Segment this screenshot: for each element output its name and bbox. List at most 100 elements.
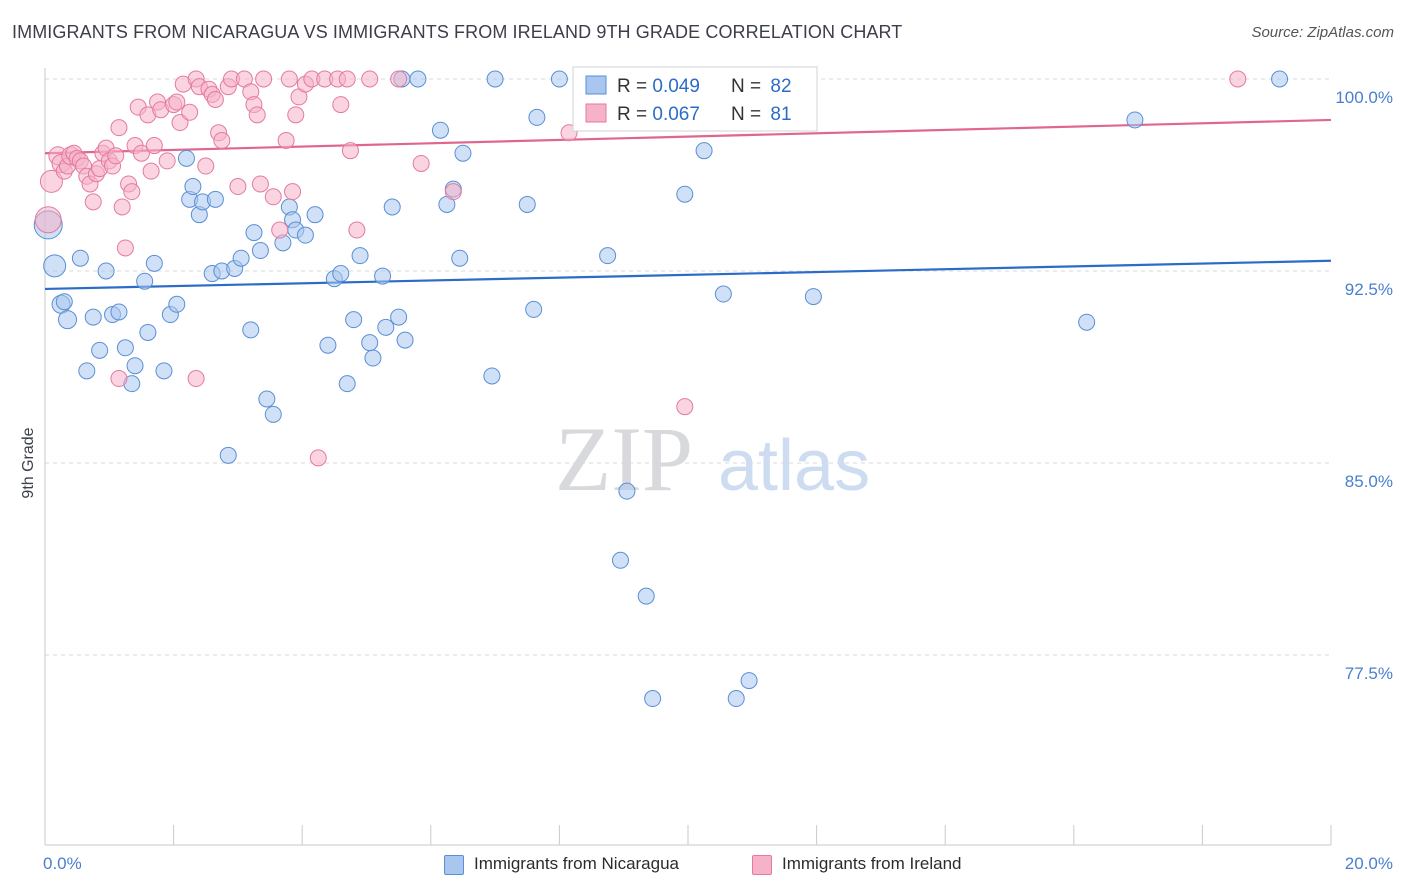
point-nicaragua-63 [483, 367, 501, 385]
point-nicaragua-68 [550, 70, 568, 88]
point-nicaragua-77 [727, 690, 745, 708]
stats-r-label-1: R = [617, 76, 652, 97]
point-ireland-78 [187, 370, 205, 388]
svg-text:R = 0.067: R = 0.067 [617, 104, 700, 125]
point-nicaragua-8 [91, 341, 109, 359]
point-ireland-0 [34, 206, 62, 234]
stats-n-label-1: N = [731, 76, 766, 97]
point-ireland-56 [255, 70, 273, 88]
point-nicaragua-74 [676, 185, 694, 203]
chart-title: IMMIGRANTS FROM NICARAGUA VS IMMIGRANTS … [12, 22, 903, 42]
point-nicaragua-62 [454, 144, 472, 162]
source-label: Source: ZipAtlas.com [1251, 24, 1394, 41]
point-nicaragua-6 [78, 362, 96, 380]
point-nicaragua-34 [251, 242, 269, 260]
stats-n-value-1: 82 [770, 76, 791, 97]
point-ireland-31 [145, 137, 163, 155]
point-nicaragua-17 [145, 254, 163, 272]
point-ireland-39 [181, 103, 199, 121]
point-nicaragua-76 [714, 285, 732, 303]
point-nicaragua-70 [611, 551, 629, 569]
point-nicaragua-52 [377, 318, 395, 336]
stats-n-value-2: 81 [770, 104, 791, 125]
point-ireland-50 [229, 178, 247, 196]
point-nicaragua-15 [136, 272, 154, 290]
point-nicaragua-18 [155, 362, 173, 380]
point-nicaragua-78 [740, 672, 758, 690]
point-ireland-23 [116, 239, 134, 257]
point-nicaragua-43 [319, 336, 337, 354]
point-nicaragua-69 [599, 247, 617, 265]
data-points [33, 70, 1289, 708]
point-nicaragua-61 [451, 249, 469, 267]
y-tick-label-3: 100.0% [1335, 88, 1393, 107]
point-nicaragua-49 [364, 349, 382, 367]
point-nicaragua-46 [338, 375, 356, 393]
point-nicaragua-75 [695, 142, 713, 160]
point-ireland-75 [444, 183, 462, 201]
y-axis-label: 9th Grade [20, 427, 37, 498]
point-ireland-45 [206, 90, 224, 108]
point-nicaragua-27 [206, 190, 224, 208]
point-ireland-82 [1229, 70, 1247, 88]
trendline-ireland [44, 118, 1332, 155]
point-nicaragua-31 [232, 249, 250, 267]
point-nicaragua-41 [296, 226, 314, 244]
point-ireland-34 [158, 152, 176, 170]
point-nicaragua-66 [525, 300, 543, 318]
point-ireland-57 [264, 188, 282, 206]
point-ireland-74 [412, 154, 430, 172]
point-ireland-21 [110, 119, 128, 137]
point-nicaragua-47 [345, 311, 363, 329]
point-ireland-61 [284, 183, 302, 201]
watermark-atlas: atlas [718, 426, 870, 506]
point-nicaragua-64 [486, 70, 504, 88]
trendlines [44, 118, 1332, 291]
point-nicaragua-51 [374, 267, 392, 285]
point-nicaragua-35 [258, 390, 276, 408]
svg-text:R = 0.049: R = 0.049 [617, 76, 700, 97]
point-nicaragua-16 [139, 323, 157, 341]
stats-r-value-2: 0.067 [652, 104, 700, 125]
point-ireland-69 [338, 70, 356, 88]
point-nicaragua-20 [168, 295, 186, 313]
y-tick-label-1: 85.0% [1345, 472, 1393, 491]
point-ireland-1 [39, 169, 63, 193]
point-nicaragua-81 [1126, 111, 1144, 129]
point-ireland-72 [361, 70, 379, 88]
legend-label-ireland: Immigrants from Ireland [782, 854, 962, 873]
y-tick-label-0: 77.5% [1345, 664, 1393, 683]
point-nicaragua-14 [126, 357, 144, 375]
legend-label-nicaragua: Immigrants from Nicaragua [474, 854, 680, 873]
point-ireland-55 [251, 175, 269, 193]
point-nicaragua-3 [58, 310, 78, 330]
point-nicaragua-42 [306, 206, 324, 224]
point-nicaragua-80 [1078, 313, 1096, 331]
stats-swatch-nicaragua [585, 75, 607, 95]
point-nicaragua-4 [71, 249, 89, 267]
legend-swatch-ireland [752, 855, 772, 875]
point-nicaragua-50 [361, 334, 379, 352]
point-nicaragua-48 [351, 247, 369, 265]
point-nicaragua-9 [97, 262, 115, 280]
point-ireland-60 [280, 70, 298, 88]
point-nicaragua-29 [219, 446, 237, 464]
point-ireland-42 [197, 157, 215, 175]
point-ireland-68 [332, 96, 350, 114]
axes [44, 68, 1332, 846]
x-tick-labels: 0.0% 20.0% [43, 854, 1393, 873]
point-ireland-28 [132, 144, 150, 162]
point-nicaragua-32 [242, 321, 260, 339]
point-ireland-70 [341, 142, 359, 160]
point-ireland-73 [390, 70, 408, 88]
point-nicaragua-82 [1271, 70, 1289, 88]
y-tick-labels: 77.5% 85.0% 92.5% 100.0% [1335, 88, 1393, 683]
point-nicaragua-73 [644, 690, 662, 708]
point-ireland-80 [676, 398, 694, 416]
svg-text:N = 81: N = 81 [731, 104, 792, 125]
point-nicaragua-45 [332, 265, 350, 283]
point-nicaragua-58 [431, 121, 449, 139]
point-nicaragua-5 [55, 293, 73, 311]
stats-r-label-2: R = [617, 104, 652, 125]
